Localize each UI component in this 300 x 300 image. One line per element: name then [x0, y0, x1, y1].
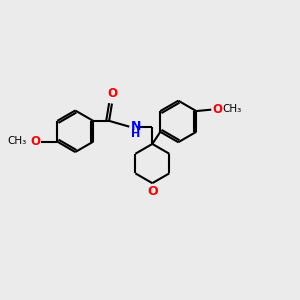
Text: CH₃: CH₃	[222, 104, 242, 114]
Text: H: H	[131, 129, 140, 139]
Text: O: O	[212, 103, 222, 116]
Text: O: O	[147, 185, 158, 199]
Text: O: O	[107, 87, 117, 100]
Text: N: N	[131, 120, 142, 133]
Text: CH₃: CH₃	[7, 136, 26, 146]
Text: O: O	[31, 135, 41, 148]
